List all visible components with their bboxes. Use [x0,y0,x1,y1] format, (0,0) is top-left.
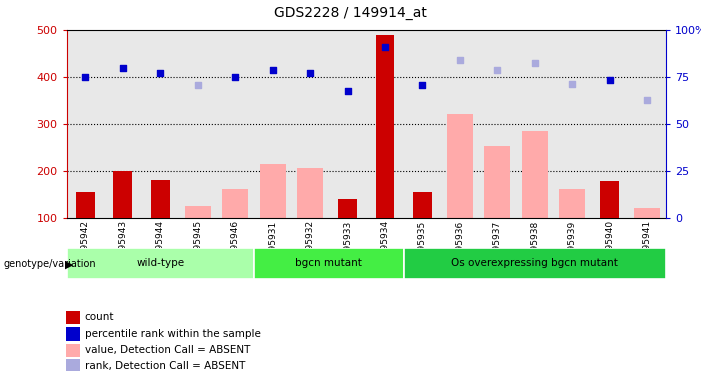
Bar [522,131,548,218]
Bar [66,359,80,373]
Bar [338,199,357,217]
Text: GDS2228 / 149914_at: GDS2228 / 149914_at [274,6,427,20]
Bar [447,114,473,218]
Point [117,65,128,71]
Bar [76,192,95,217]
Bar [222,189,248,217]
Point [492,67,503,73]
Text: value, Detection Call = ABSENT: value, Detection Call = ABSENT [85,345,250,355]
Point [80,74,91,80]
Text: percentile rank within the sample: percentile rank within the sample [85,329,261,339]
Bar [404,248,666,279]
Bar [66,310,80,324]
Bar [114,171,132,217]
Point [229,74,240,80]
Bar [67,248,254,279]
Point [417,82,428,88]
Text: ▶: ▶ [65,260,74,269]
Bar [66,327,80,340]
Bar [254,248,404,279]
Point [304,70,315,76]
Bar [151,180,170,218]
Point [566,81,578,87]
Point [155,70,166,76]
Bar [184,206,211,218]
Text: count: count [85,312,114,322]
Bar [484,146,510,218]
Point [379,44,390,50]
Point [529,60,540,66]
Text: wild-type: wild-type [136,258,184,268]
Bar [297,168,323,217]
Text: genotype/variation: genotype/variation [4,260,96,269]
Bar [600,181,619,218]
Bar [66,344,80,357]
Point [267,67,278,73]
Point [604,77,615,83]
Bar [376,35,395,218]
Text: Os overexpressing bgcn mutant: Os overexpressing bgcn mutant [451,258,618,268]
Bar [559,189,585,217]
Text: rank, Detection Call = ABSENT: rank, Detection Call = ABSENT [85,361,245,371]
Point [454,57,465,63]
Point [192,82,203,88]
Point [641,98,653,104]
Bar [413,192,432,217]
Point [342,88,353,94]
Bar [634,208,660,218]
Bar [259,164,286,218]
Text: bgcn mutant: bgcn mutant [295,258,362,268]
